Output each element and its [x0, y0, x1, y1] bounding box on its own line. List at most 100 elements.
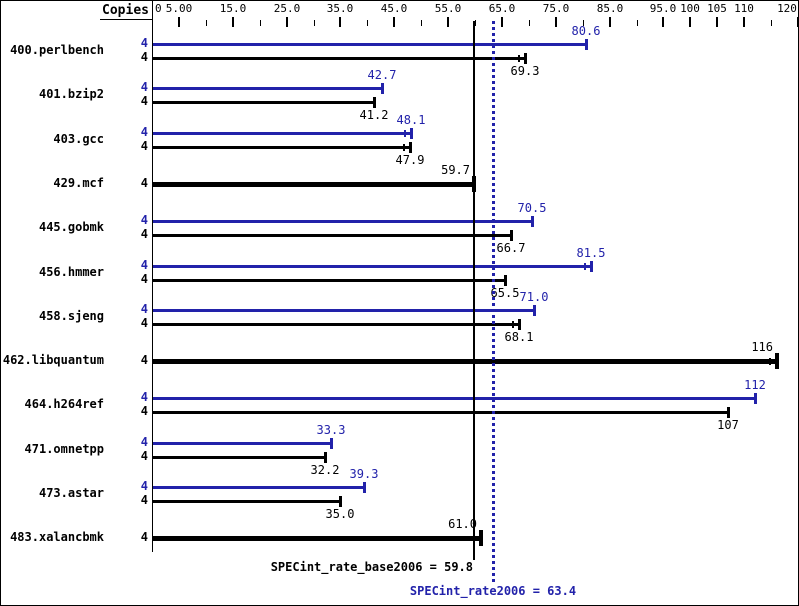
- summary-base-text: SPECint_rate_base2006 = 59.8: [270, 560, 473, 574]
- single-run-tick: [769, 358, 771, 365]
- peak-bar-end-cap: [590, 261, 593, 272]
- axis-tick-label: 15.0: [219, 2, 247, 15]
- peak-bar: [153, 486, 364, 489]
- copies-value-peak: 4: [140, 125, 148, 139]
- axis-minor-tick: [421, 20, 422, 26]
- copies-value: 4: [140, 176, 148, 190]
- peak-value-label: 48.1: [396, 113, 426, 127]
- copies-value-base: 4: [140, 272, 148, 286]
- copies-value: 4: [140, 530, 148, 544]
- base-value-label: 47.9: [395, 153, 425, 167]
- peak-bar-end-cap: [754, 393, 757, 404]
- peak-bar-end-cap: [363, 482, 366, 493]
- axis-major-tick: [743, 17, 745, 27]
- peak-ref-line: [492, 21, 495, 582]
- copies-value-base: 4: [140, 50, 148, 64]
- peak-bar: [153, 132, 411, 135]
- peak-run-tick: [584, 263, 586, 270]
- base-run-tick: [512, 321, 514, 328]
- copies-value-peak: 4: [140, 80, 148, 94]
- base-value-label: 65.5: [490, 286, 520, 300]
- summary-peak-text: SPECint_rate2006 = 63.4: [409, 584, 577, 598]
- copies-value-peak: 4: [140, 213, 148, 227]
- peak-run-tick: [404, 130, 406, 137]
- axis-tick-label: 25.0: [273, 2, 301, 15]
- axis-major-tick: [232, 17, 234, 27]
- axis-tick-label: 100: [680, 2, 700, 15]
- base-bar-end-cap: [409, 142, 412, 153]
- axis-tick-label: 75.0: [542, 2, 570, 15]
- base-bar: [153, 101, 374, 104]
- axis-major-tick: [662, 17, 664, 27]
- copies-value-base: 4: [140, 449, 148, 463]
- copies-value-peak: 4: [140, 435, 148, 449]
- base-bar: [153, 234, 511, 237]
- base-bar: [153, 57, 525, 60]
- peak-bar: [153, 397, 755, 400]
- copies-value-peak: 4: [140, 36, 148, 50]
- base-value-label: 69.3: [510, 64, 540, 78]
- axis-minor-tick: [529, 20, 530, 26]
- peak-value-label: 112: [744, 378, 766, 392]
- y-axis-line: [152, 1, 153, 552]
- benchmark-label: 429.mcf: [53, 176, 104, 190]
- axis-minor-tick: [206, 20, 207, 26]
- peak-bar: [153, 87, 382, 90]
- peak-bar: [153, 309, 534, 312]
- axis-major-tick: [178, 17, 180, 27]
- base-value-label: 41.2: [359, 108, 389, 122]
- axis-major-tick: [286, 17, 288, 27]
- peak-value-label: 39.3: [349, 467, 379, 481]
- single-bar: [153, 359, 776, 364]
- base-bar: [153, 500, 340, 503]
- axis-major-tick: [447, 17, 449, 27]
- benchmark-label: 401.bzip2: [38, 87, 104, 101]
- peak-value-label: 71.0: [519, 290, 549, 304]
- single-value-label: 59.7: [441, 163, 470, 177]
- axis-tick-label: 45.0: [380, 2, 408, 15]
- peak-bar: [153, 43, 586, 46]
- base-value-label: 66.7: [496, 241, 526, 255]
- copies-value-base: 4: [140, 404, 148, 418]
- peak-bar-end-cap: [410, 128, 413, 139]
- copies-value-peak: 4: [140, 479, 148, 493]
- base-ref-line: [473, 21, 475, 560]
- base-bar-end-cap: [373, 97, 376, 108]
- copies-value-base: 4: [140, 227, 148, 241]
- axis-major-tick: [501, 17, 503, 27]
- copies-value: 4: [140, 353, 148, 367]
- base-value-label: 35.0: [325, 507, 355, 521]
- base-bar-end-cap: [339, 496, 342, 507]
- benchmark-label: 403.gcc: [53, 132, 104, 146]
- axis-tick-label: 120: [777, 2, 797, 15]
- axis-major-tick: [689, 17, 691, 27]
- base-value-label: 32.2: [310, 463, 340, 477]
- axis-minor-tick: [367, 20, 368, 26]
- copies-value-base: 4: [140, 493, 148, 507]
- base-bar-end-cap: [510, 230, 513, 241]
- peak-bar-end-cap: [330, 438, 333, 449]
- axis-major-tick: [393, 17, 395, 27]
- single-bar-end-cap: [775, 353, 779, 369]
- copies-value-peak: 4: [140, 258, 148, 272]
- axis-tick-label: 85.0: [596, 2, 624, 15]
- axis-tick-label: 105: [707, 2, 727, 15]
- benchmark-label: 464.h264ref: [24, 397, 104, 411]
- base-bar-end-cap: [524, 53, 527, 64]
- axis-minor-tick: [637, 20, 638, 26]
- peak-bar: [153, 220, 532, 223]
- axis-tick-label: 35.0: [326, 2, 354, 15]
- copies-value-base: 4: [140, 94, 148, 108]
- copies-value-base: 4: [140, 139, 148, 153]
- benchmark-label: 462.libquantum: [2, 353, 104, 367]
- axis-tick-label: 55.0: [434, 2, 462, 15]
- peak-bar-end-cap: [585, 39, 588, 50]
- axis-tick-label: 110: [734, 2, 754, 15]
- peak-bar-end-cap: [531, 216, 534, 227]
- axis-tick-label: 65.0: [488, 2, 516, 15]
- copies-header-underline: [100, 19, 152, 20]
- single-bar-end-cap: [479, 530, 483, 546]
- benchmark-label: 483.xalancbmk: [10, 530, 104, 544]
- axis-minor-tick: [475, 20, 476, 26]
